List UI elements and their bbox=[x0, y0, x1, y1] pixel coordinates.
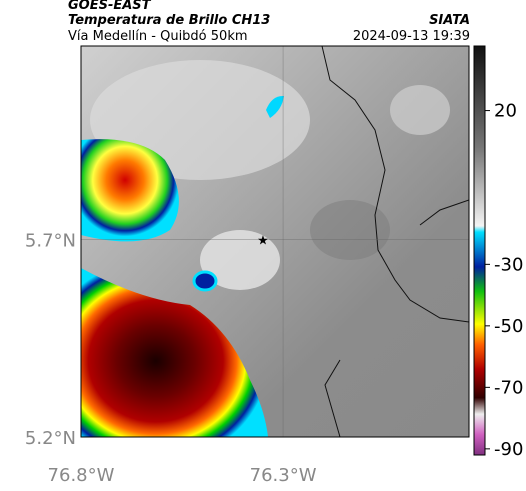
colorbar-tick-label: -70 bbox=[494, 377, 523, 398]
colorbar-axis: 20 -30 -50 -70 -90 bbox=[485, 101, 523, 460]
location-marker: ★ bbox=[257, 234, 269, 249]
x-tick-label: 76.8°W bbox=[48, 465, 115, 486]
subtitle: Temperatura de Brillo CH13 bbox=[68, 13, 270, 28]
colorbar-tick-label: -50 bbox=[494, 316, 523, 337]
colorbar-tick-label: -90 bbox=[494, 439, 523, 460]
y-tick-label: 5.7°N bbox=[25, 231, 76, 252]
title: GOES-EAST bbox=[68, 0, 152, 13]
colorbar-tick-label: -30 bbox=[494, 254, 523, 275]
datetime: 2024-09-13 19:39 bbox=[353, 29, 470, 44]
colorbar bbox=[473, 45, 486, 456]
map-frame bbox=[80, 45, 470, 438]
source: SIATA bbox=[429, 13, 470, 28]
location: Vía Medellín - Quibdó 50km bbox=[68, 29, 248, 44]
y-tick-label: 5.2°N bbox=[25, 428, 76, 449]
colorbar-tick-label: 20 bbox=[494, 101, 517, 122]
x-tick-label: 76.3°W bbox=[250, 465, 317, 486]
satellite-image bbox=[81, 46, 469, 437]
